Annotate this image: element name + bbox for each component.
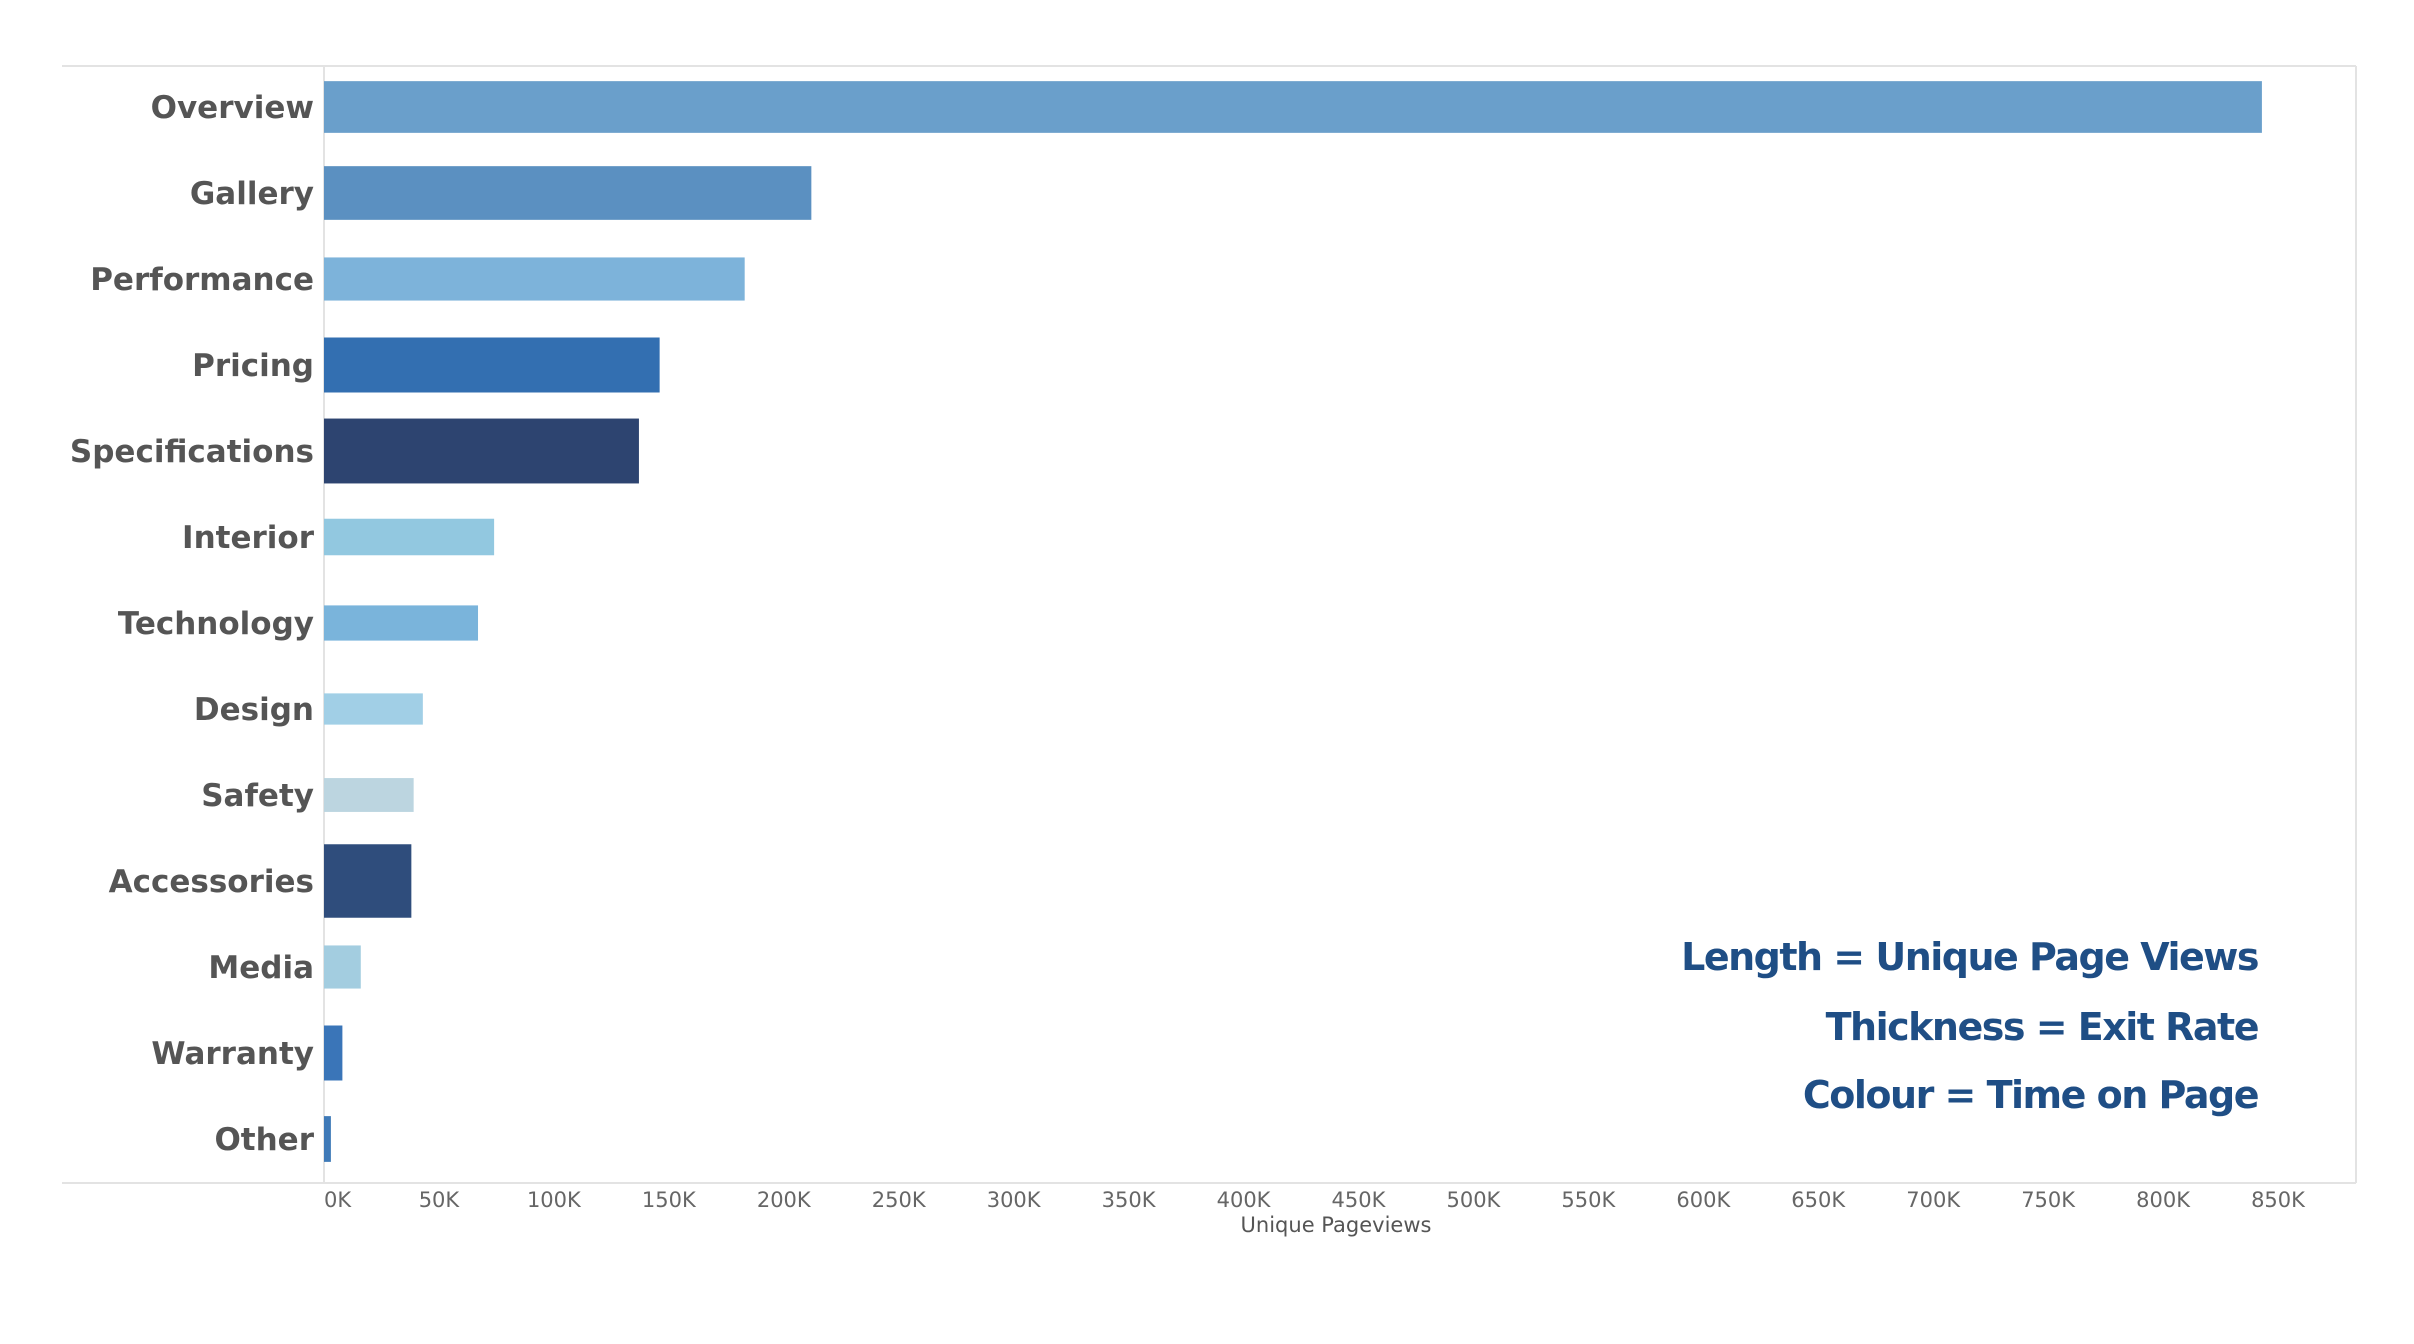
bar-other: [324, 1116, 331, 1162]
category-label-other: Other: [214, 1122, 314, 1158]
x-tick-label: 150K: [642, 1188, 697, 1212]
annotation-2: Thickness = Exit Rate: [1826, 1005, 2258, 1049]
bar-overview: [324, 81, 2262, 133]
category-label-safety: Safety: [201, 778, 314, 814]
x-tick-label: 650K: [1791, 1188, 1846, 1212]
category-label-overview: Overview: [151, 90, 314, 126]
x-tick-label: 450K: [1332, 1188, 1387, 1212]
x-tick-label: 300K: [987, 1188, 1042, 1212]
category-label-media: Media: [208, 950, 314, 986]
category-label-warranty: Warranty: [151, 1036, 314, 1072]
x-tick-label: 700K: [1906, 1188, 1961, 1212]
annotations-group: Length = Unique Page Views Thickness = Ex…: [1681, 935, 2259, 1117]
x-axis-title: Unique Pageviews: [1241, 1213, 1432, 1237]
annotation-3: Colour = Time on Page: [1803, 1073, 2258, 1117]
x-tick-label: 550K: [1561, 1188, 1616, 1212]
category-label-pricing: Pricing: [192, 348, 314, 384]
x-tick-label: 350K: [1102, 1188, 1157, 1212]
x-tick-label: 800K: [2136, 1188, 2191, 1212]
bar-performance: [324, 257, 745, 301]
x-axis-ticks: 0K 50K 100K 150K 200K 250K 300K 350K 400K 450K 500…: [324, 1188, 2306, 1212]
chart-frame: [62, 65, 2357, 1184]
x-tick-label: 0K: [324, 1188, 352, 1212]
bar-gallery: [324, 166, 812, 220]
bar-technology: [324, 605, 479, 641]
category-label-accessories: Accessories: [109, 864, 314, 900]
x-tick-label: 400K: [1217, 1188, 1272, 1212]
bar-accessories: [324, 844, 412, 918]
x-tick-label: 850K: [2251, 1188, 2306, 1212]
category-label-gallery: Gallery: [190, 176, 314, 212]
category-label-specifications: Specifications: [70, 434, 314, 470]
x-tick-label: 600K: [1676, 1188, 1731, 1212]
bar-design: [324, 693, 423, 725]
category-labels: Overview Gallery Performance Pricing Specifi…: [70, 90, 315, 1158]
category-label-design: Design: [194, 692, 314, 728]
x-tick-label: 100K: [527, 1188, 582, 1212]
x-tick-label: 250K: [872, 1188, 927, 1212]
x-tick-label: 200K: [757, 1188, 812, 1212]
bar-pricing: [324, 337, 660, 393]
x-tick-label: 500K: [1446, 1188, 1501, 1212]
x-tick-label: 750K: [2021, 1188, 2076, 1212]
bar-specifications: [324, 418, 639, 484]
x-tick-label: 50K: [419, 1188, 461, 1212]
annotation-1: Length = Unique Page Views: [1681, 935, 2258, 979]
category-label-performance: Performance: [90, 262, 314, 298]
bar-warranty: [324, 1025, 343, 1081]
bar-interior: [324, 518, 495, 556]
bar-media: [324, 945, 361, 989]
category-label-interior: Interior: [182, 520, 315, 556]
bars-group: [324, 81, 2262, 1162]
category-label-technology: Technology: [118, 606, 314, 642]
bar-safety: [324, 778, 414, 812]
